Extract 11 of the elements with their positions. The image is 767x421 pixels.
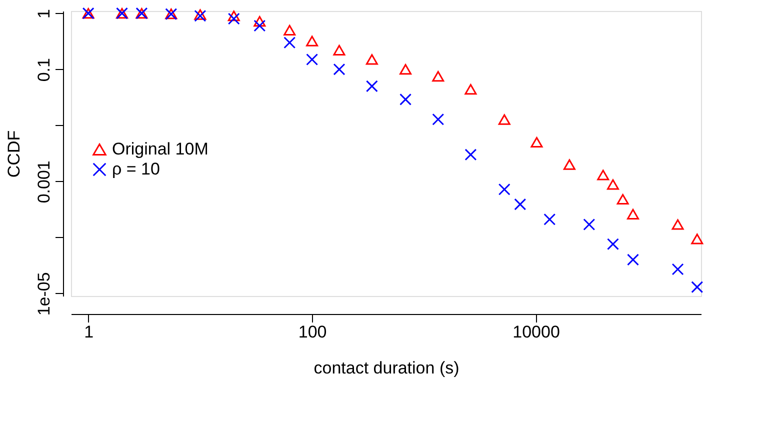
y-axis-title: CCDF [4, 130, 24, 178]
y-tick-label: 0.1 [34, 58, 54, 82]
y-tick-label: 1e-05 [34, 272, 54, 316]
y-tick-label: 1 [34, 9, 54, 19]
y-tick-label: 0.001 [34, 160, 54, 204]
legend-label: Original 10M [112, 140, 208, 158]
x-tick-label: 1 [84, 322, 94, 342]
x-tick-label: 100 [298, 322, 327, 342]
legend-label: ρ = 10 [112, 160, 160, 178]
x-tick-label: 10000 [512, 322, 560, 342]
x-axis-title: contact duration (s) [314, 358, 460, 378]
